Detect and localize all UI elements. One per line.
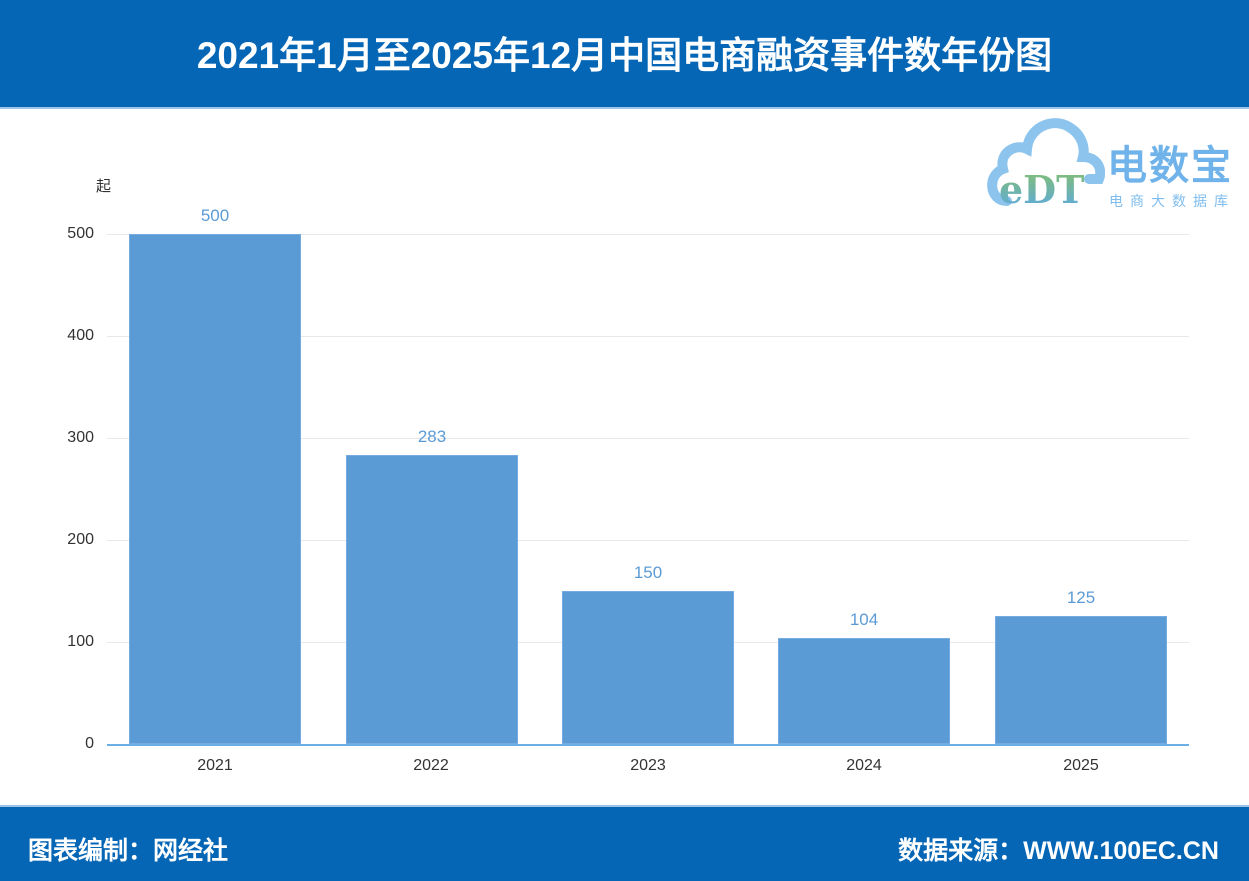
x-tick-label: 2021 — [197, 757, 233, 774]
bar-value-label: 104 — [849, 610, 879, 629]
chart-header: 2021年1月至2025年12月中国电商融资事件数年份图 — [0, 0, 1249, 107]
bar-2025 — [995, 616, 1167, 744]
y-tick-label: 300 — [67, 429, 94, 446]
gridline — [107, 540, 1189, 541]
svg-text:eDT: eDT — [999, 167, 1084, 212]
chart-footer: 图表编制：网经社 数据来源：WWW.100EC.CN — [0, 807, 1249, 881]
y-tick-label: 200 — [67, 531, 94, 548]
bar-value-label: 500 — [200, 206, 230, 225]
gridline — [107, 234, 1189, 235]
chart-credit: 图表编制：网经社 — [28, 837, 229, 865]
x-tick-label: 2022 — [413, 757, 449, 774]
x-tick-label: 2024 — [846, 757, 882, 774]
bar-2022 — [346, 455, 518, 744]
gridline — [107, 336, 1189, 337]
x-axis-line — [107, 744, 1189, 746]
bar-value-label: 283 — [417, 427, 447, 446]
x-tick-label: 2023 — [630, 757, 666, 774]
y-tick-label: 0 — [85, 735, 94, 752]
y-tick-label: 400 — [67, 327, 94, 344]
footer-divider — [0, 805, 1249, 807]
y-tick-label: 500 — [67, 225, 94, 242]
cloud-edt-icon: eDT — [987, 118, 1105, 212]
bar-value-label: 150 — [633, 563, 663, 582]
bar-2023 — [562, 591, 734, 744]
logo-brand: 电数宝 — [1107, 144, 1233, 188]
y-tick-label: 100 — [67, 633, 94, 650]
x-tick-label: 2025 — [1063, 757, 1099, 774]
y-axis-unit: 起 — [96, 178, 112, 195]
bar-2021 — [129, 234, 301, 744]
edt-logo: eDT 电数宝 电商大数据库 — [985, 113, 1245, 213]
header-divider — [0, 107, 1249, 109]
chart-title: 2021年1月至2025年12月中国电商融资事件数年份图 — [196, 34, 1053, 76]
gridline — [107, 438, 1189, 439]
bar-value-label: 125 — [1066, 588, 1096, 607]
data-source: 数据来源：WWW.100EC.CN — [898, 837, 1219, 865]
logo-subtitle: 电商大数据库 — [1109, 193, 1235, 209]
bar-2024 — [778, 638, 950, 744]
